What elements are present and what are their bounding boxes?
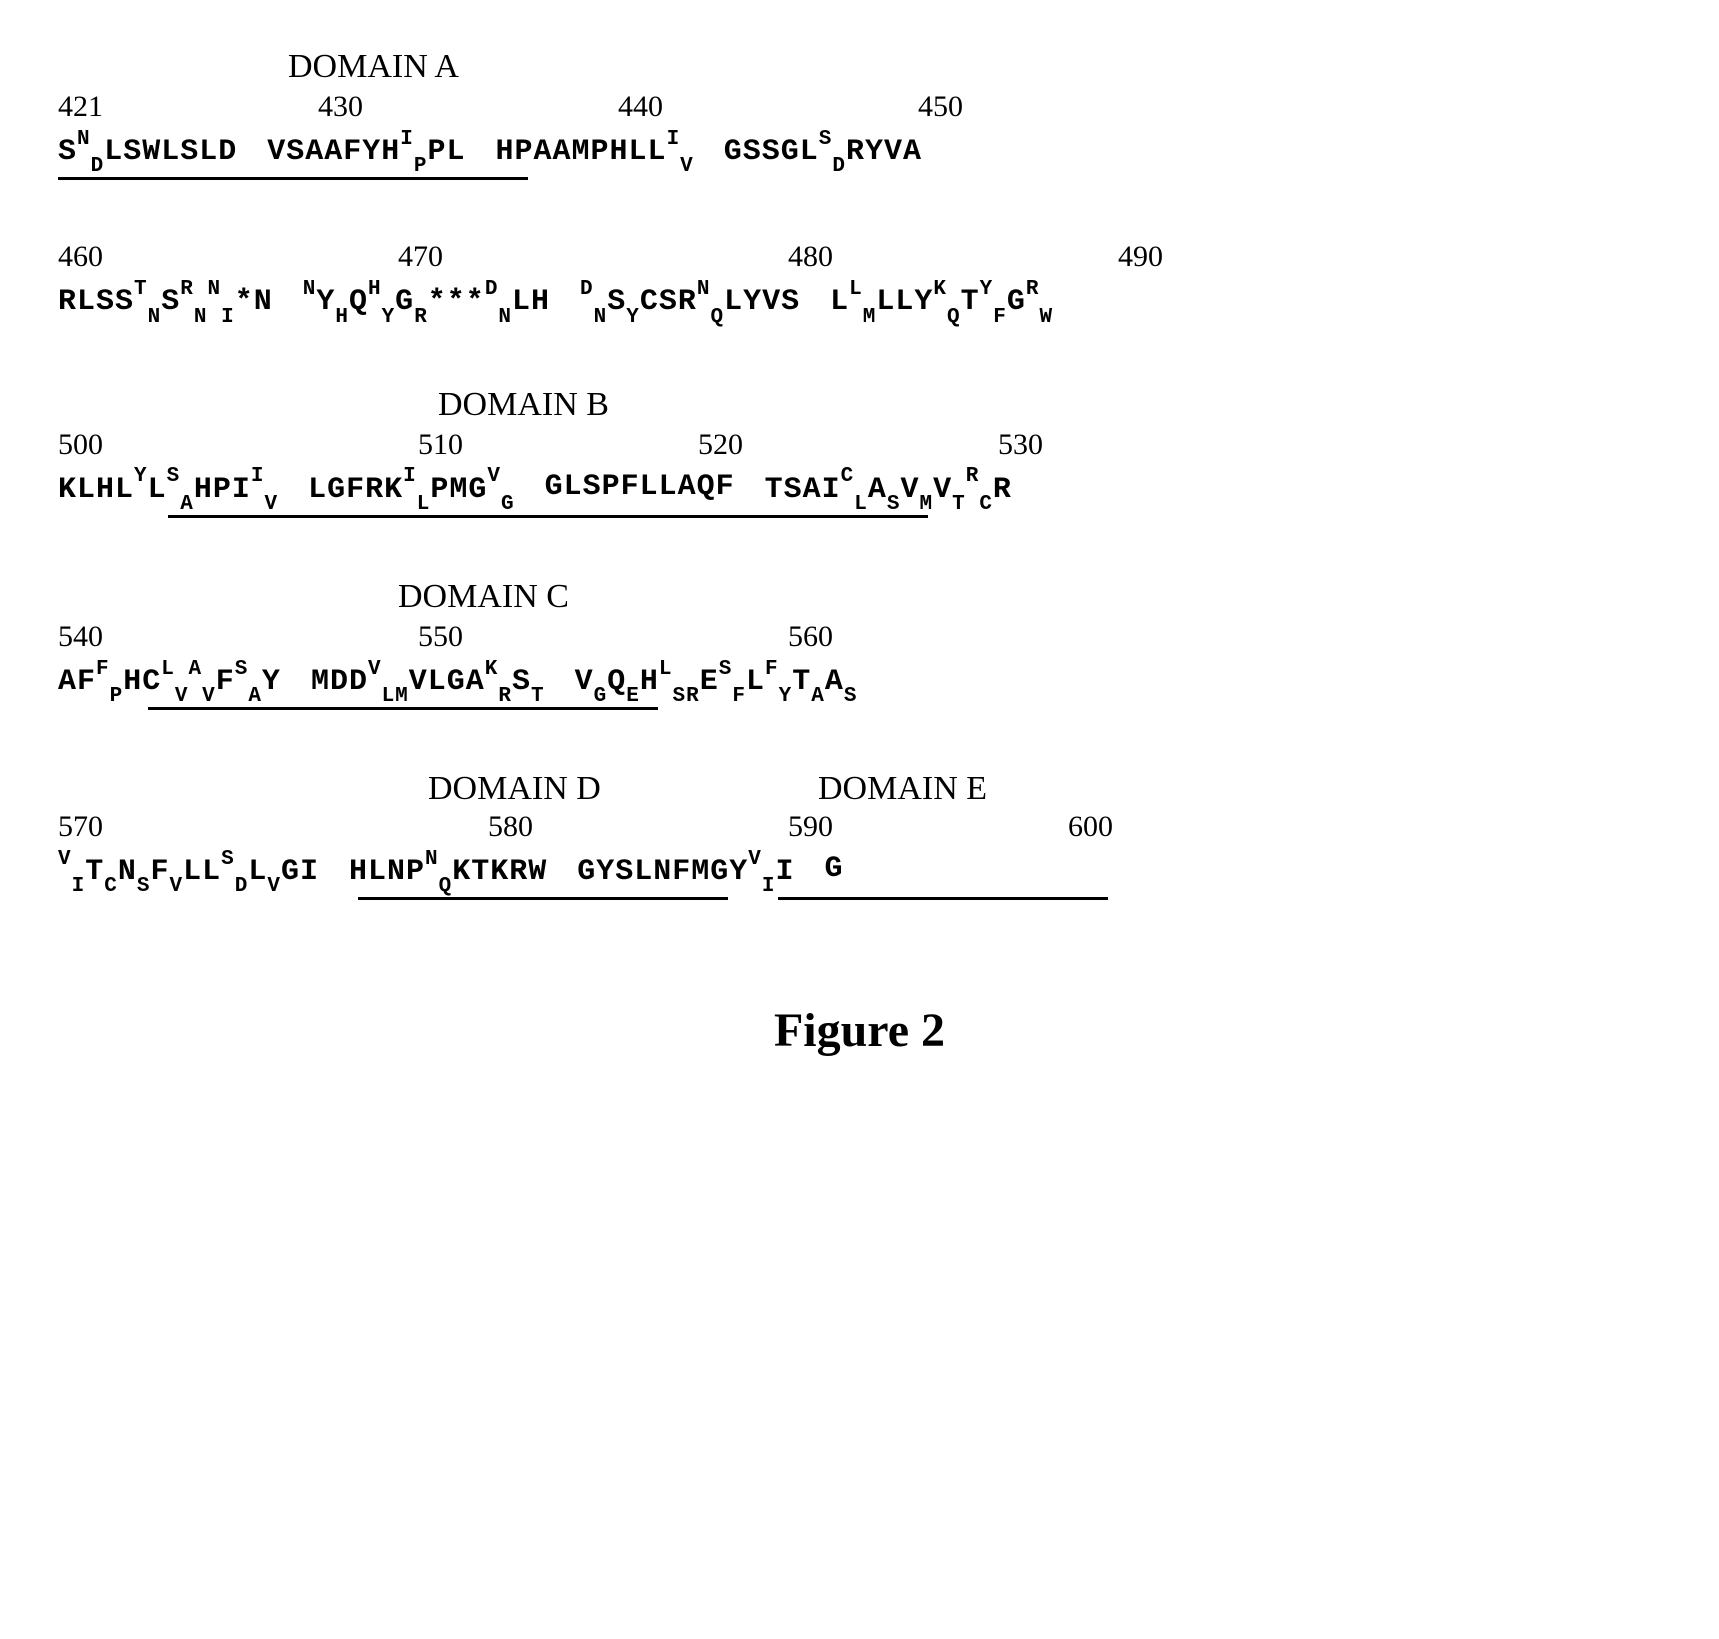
sequence-block: DOMAIN B 500 510 520 530 KLHLYLSAHPIIV LGFRKIL…	[58, 386, 1661, 518]
sequence-group: VGQEHLSRESFLFYTAAS	[575, 660, 858, 705]
sequence-row: KLHLYLSAHPIIV LGFRKILPMGVG GLSPFLLAQF TSAIC…	[58, 468, 1661, 513]
position-number: 480	[788, 240, 833, 274]
sequence-group: LGFRKILPMGVG	[308, 468, 514, 513]
sequence-group: MDDVLMVLGAKRST	[311, 660, 545, 705]
position-number: 550	[418, 620, 463, 654]
sequence-group: VITCNSFVLLSDLVGI	[58, 850, 319, 895]
sequence-group: HPAAMPHLLIV	[496, 130, 694, 175]
domain-underline	[358, 897, 728, 900]
position-row: 500 510 520 530	[58, 428, 1661, 464]
sequence-group: AFFPHCLVAVFSAY	[58, 660, 281, 705]
sequence-row: RLSSTNSRNNI*N NYHQHYGR***DNLH DNSYCSRNQLYV…	[58, 280, 1661, 325]
domain-label: DOMAIN E	[818, 770, 987, 808]
position-row: 460 470 480 490	[58, 240, 1661, 276]
position-number: 600	[1068, 810, 1113, 844]
position-number: 510	[418, 428, 463, 462]
sequence-block: DOMAIN A 421 430 440 450 SNDLSWLSLD VSAAFYHIPP…	[58, 48, 1661, 180]
sequence-group: DNSYCSRNQLYVS	[580, 280, 800, 325]
domain-underline	[168, 515, 928, 518]
sequence-group: HLNPNQKTKRW	[349, 850, 547, 895]
position-number: 580	[488, 810, 533, 844]
position-row: 540 550 560	[58, 620, 1661, 656]
sequence-row: AFFPHCLVAVFSAY MDDVLMVLGAKRST VGQEHLSRESFL…	[58, 660, 1661, 705]
sequence-group: VSAAFYHIPPL	[267, 130, 465, 175]
domain-label: DOMAIN B	[58, 386, 1661, 424]
sequence-group: G	[824, 850, 843, 889]
sequence-block: DOMAIN D DOMAIN E 570 580 590 600 VITCNSFVLLSD…	[58, 770, 1661, 903]
figure-caption: Figure 2	[58, 1003, 1661, 1058]
sequence-group: NYHQHYGR***DNLH	[303, 280, 550, 325]
position-number: 590	[788, 810, 833, 844]
position-number: 450	[918, 90, 963, 124]
position-row: 570 580 590 600	[58, 810, 1661, 846]
sequence-row: SNDLSWLSLD VSAAFYHIPPL HPAAMPHLLIV GSSGLSDR…	[58, 130, 1661, 175]
sequence-group: RLSSTNSRNNI*N	[58, 280, 273, 325]
sequence-row: VITCNSFVLLSDLVGI HLNPNQKTKRW GYSLNFMGYVII G	[58, 850, 1661, 895]
position-number: 470	[398, 240, 443, 274]
sequence-group: LLMLLYKQTYFGRW	[830, 280, 1053, 325]
position-number: 440	[618, 90, 663, 124]
domain-label: DOMAIN A	[58, 48, 1661, 86]
position-number: 490	[1118, 240, 1163, 274]
sequence-block: DOMAIN C 540 550 560 AFFPHCLVAVFSAY MDDVLMVLG…	[58, 578, 1661, 710]
sequence-group: SNDLSWLSLD	[58, 130, 237, 175]
domain-underline	[778, 897, 1108, 900]
domain-underline	[58, 177, 528, 180]
position-number: 460	[58, 240, 103, 274]
position-number: 560	[788, 620, 833, 654]
position-number: 430	[318, 90, 363, 124]
sequence-group: GYSLNFMGYVII	[577, 850, 794, 895]
position-number: 570	[58, 810, 103, 844]
position-number: 500	[58, 428, 103, 462]
sequence-group: TSAICLASVMVTRCR	[765, 468, 1012, 513]
domain-label: DOMAIN C	[58, 578, 1661, 616]
position-row: 421 430 440 450	[58, 90, 1661, 126]
position-number: 421	[58, 90, 103, 124]
position-number: 530	[998, 428, 1043, 462]
sequence-group: GLSPFLLAQF	[545, 468, 735, 507]
position-number: 520	[698, 428, 743, 462]
sequence-group: GSSGLSDRYVA	[724, 130, 922, 175]
position-number: 540	[58, 620, 103, 654]
domain-label: DOMAIN D	[428, 770, 601, 808]
sequence-block: 460 470 480 490 RLSSTNSRNNI*N NYHQHYGR***DNLH…	[58, 240, 1661, 325]
sequence-group: KLHLYLSAHPIIV	[58, 468, 278, 513]
